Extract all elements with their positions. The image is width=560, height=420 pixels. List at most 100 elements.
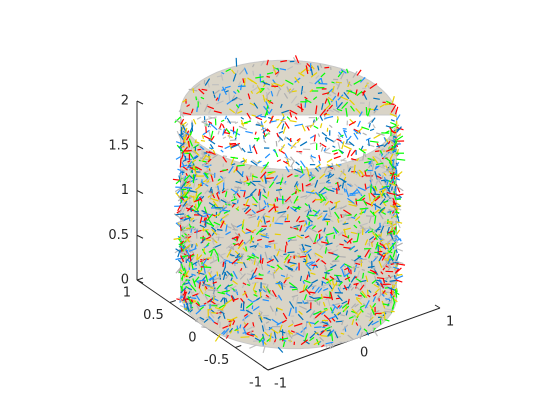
arrow <box>364 183 367 190</box>
arrow <box>374 155 382 161</box>
arrow <box>287 261 297 265</box>
arrow <box>389 223 397 228</box>
arrow <box>298 305 307 310</box>
arrow <box>337 231 344 236</box>
arrow <box>396 158 406 161</box>
arrow <box>202 290 207 296</box>
arrow <box>364 229 370 234</box>
arrow <box>224 284 230 290</box>
arrow <box>182 213 187 221</box>
arrow <box>330 90 337 95</box>
arrow <box>262 345 266 354</box>
arrow <box>384 224 391 227</box>
arrow <box>337 116 339 120</box>
arrow <box>305 264 312 270</box>
arrow <box>240 256 244 261</box>
arrow <box>305 261 313 265</box>
arrow <box>318 154 321 162</box>
arrow <box>279 337 289 341</box>
arrow <box>235 128 239 138</box>
arrow <box>213 212 221 218</box>
arrow <box>353 204 358 206</box>
x-tick <box>262 366 269 371</box>
arrow <box>186 136 189 141</box>
arrow <box>310 64 315 70</box>
arrow <box>262 188 266 194</box>
arrow <box>395 202 402 207</box>
x-tick-label: 1 <box>446 315 454 330</box>
arrow <box>279 177 284 186</box>
arrow <box>304 285 308 291</box>
arrow <box>224 214 229 218</box>
arrow <box>216 223 219 232</box>
arrow <box>266 202 269 208</box>
arrow <box>182 192 187 197</box>
arrow <box>372 185 378 192</box>
arrow <box>213 276 222 281</box>
arrow <box>255 76 264 79</box>
arrow <box>272 149 277 154</box>
arrow <box>228 92 231 101</box>
arrow <box>382 290 386 294</box>
arrow <box>260 254 262 261</box>
arrow <box>245 302 253 309</box>
arrow <box>267 191 270 197</box>
arrow <box>300 195 308 198</box>
arrow <box>271 318 279 325</box>
arrow <box>373 283 380 288</box>
arrow <box>268 326 273 331</box>
arrow <box>263 120 268 124</box>
arrow <box>257 238 262 242</box>
arrow <box>314 179 319 188</box>
arrow <box>259 191 262 201</box>
arrow <box>244 194 254 200</box>
arrow <box>256 215 260 221</box>
arrow <box>383 200 389 204</box>
arrow <box>192 88 195 93</box>
arrow <box>225 90 229 93</box>
arrow <box>200 96 205 100</box>
arrow <box>324 200 330 206</box>
y-tick <box>136 277 144 281</box>
arrow <box>252 70 255 76</box>
arrow <box>362 272 365 279</box>
arrow <box>266 128 271 133</box>
arrow <box>187 140 191 148</box>
arrow <box>360 209 363 215</box>
arrow <box>268 205 275 213</box>
arrow <box>253 102 259 109</box>
arrow <box>195 141 200 144</box>
arrow <box>255 227 263 236</box>
arrow <box>249 274 257 281</box>
arrow <box>252 159 259 165</box>
arrow <box>327 96 334 102</box>
arrow <box>373 209 380 215</box>
arrow <box>363 200 368 206</box>
arrow <box>371 308 375 316</box>
arrow <box>205 274 209 283</box>
arrow <box>190 149 197 155</box>
arrow <box>192 299 197 303</box>
arrow <box>379 317 384 321</box>
arrow <box>231 295 236 301</box>
arrow <box>188 225 194 231</box>
arrow <box>317 287 323 294</box>
arrow <box>362 152 365 161</box>
arrow <box>368 226 373 231</box>
arrow <box>334 255 340 261</box>
arrow <box>266 75 271 78</box>
arrow <box>296 252 301 255</box>
arrow <box>246 333 255 337</box>
arrow <box>306 321 315 325</box>
arrow <box>203 172 209 181</box>
arrow <box>321 344 325 348</box>
arrow <box>395 114 401 121</box>
arrow <box>352 70 358 79</box>
arrow <box>251 247 257 251</box>
arrow <box>204 293 211 298</box>
arrow <box>368 101 371 109</box>
arrow <box>390 124 397 129</box>
arrow <box>233 243 240 246</box>
arrow <box>196 279 206 282</box>
arrow <box>306 308 312 313</box>
